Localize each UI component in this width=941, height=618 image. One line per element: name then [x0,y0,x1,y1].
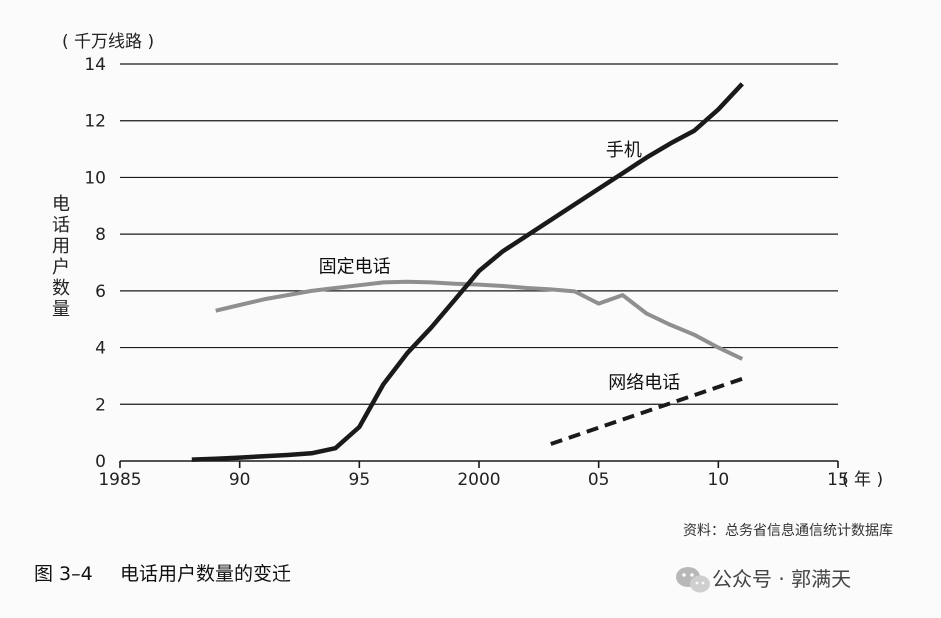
x-tick-label: 2000 [457,470,500,490]
figure-title: 电话用户数量的变迁 [120,563,291,585]
series-line-voip [550,376,743,446]
figure-number: 图 3–4 [34,563,93,585]
y-axis-label-char: 量 [52,299,70,320]
y-axis-label-char: 数 [52,278,70,299]
source-note: 资料：总务省信息通信统计数据库 [683,522,893,539]
x-tick-label: 05 [588,470,610,490]
x-tick-label: 1985 [98,470,141,490]
wechat-icon [676,567,710,593]
y-tick-label: 2 [95,395,106,415]
watermark-text: 公众号 · 郭满天 [712,567,851,591]
gridlines [119,63,839,468]
y-tick-label: 8 [95,225,106,245]
series-line-landline [215,279,744,361]
x-tick-label: 95 [349,470,371,490]
y-axis-label-char: 户 [52,257,70,278]
x-tick-label: 10 [708,470,730,490]
tick-labels: 0 2 4 6 8 10 12 14 1985 90 95 2000 05 10 15 [84,55,848,490]
y-tick-label: 6 [95,282,106,302]
x-axis-unit: ( 年 ) [842,470,883,490]
y-tick-label: 14 [84,55,106,75]
y-axis-unit: ( 千万线路 ) [62,32,154,52]
y-axis-label-char: 话 [52,215,70,236]
y-axis-label-char: 用 [52,236,70,257]
series-label: 网络电话 [608,373,680,394]
watermark: 公众号 · 郭满天 [676,567,851,593]
x-tick-label: 90 [229,470,251,490]
series-layer [191,82,744,462]
y-tick-label: 4 [95,339,106,359]
y-tick-label: 10 [84,168,106,188]
y-tick-label: 12 [84,112,106,132]
series-label: 固定电话 [319,256,391,277]
y-axis-label-char: 电 [52,194,70,215]
y-axis-label: 电话用户数量 [52,194,70,320]
series-label: 手机 [606,140,642,161]
x-tick-label: 15 [827,470,849,490]
y-tick-label: 0 [95,452,106,472]
series-line-mobile [191,82,744,462]
